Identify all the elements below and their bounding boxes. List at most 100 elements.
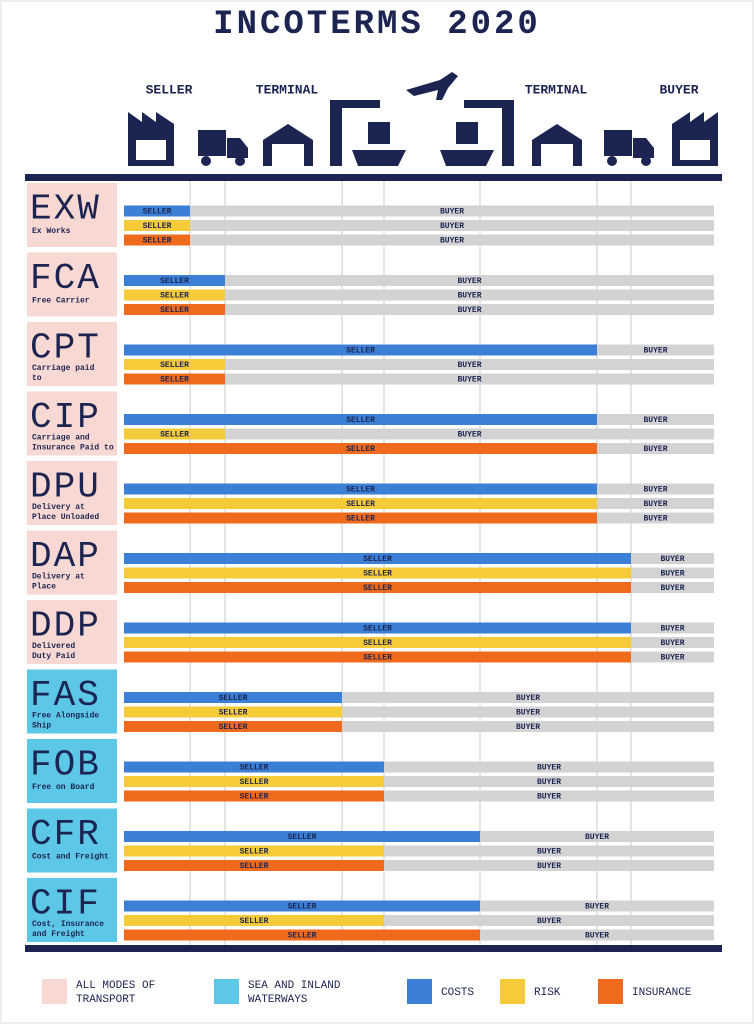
seller-label: SELLER [346, 416, 375, 425]
buyer-bar [124, 776, 714, 787]
buyer-bar [124, 761, 714, 773]
buyer-bar [124, 359, 714, 370]
seller-label: SELLER [160, 376, 189, 385]
legend-label: COSTS [441, 987, 474, 999]
buyer-label: BUYER [643, 416, 667, 425]
buyer-bar [124, 428, 714, 440]
buyer-bar [124, 275, 714, 286]
seller-label: SELLER [288, 833, 317, 842]
seller-label: SELLER [346, 347, 375, 356]
seller-bar [124, 359, 225, 370]
term-box [27, 808, 117, 873]
seller-bar [124, 498, 597, 509]
buyer-label: BUYER [537, 862, 561, 871]
term-name: Duty Paid [32, 652, 75, 661]
seller-label: SELLER [363, 555, 392, 564]
seller-bar [124, 900, 480, 912]
seller-bar [124, 706, 342, 718]
buyer-label: BUYER [643, 347, 667, 356]
legend-label: WATERWAYS [248, 994, 308, 1006]
term-name: Place [32, 583, 56, 592]
buyer-label: BUYER [643, 445, 667, 454]
buyer-label: BUYER [585, 833, 609, 842]
seller-bar [124, 483, 597, 495]
buyer-label: BUYER [585, 903, 609, 912]
seller-label: SELLER [160, 306, 189, 315]
buyer-bar [124, 915, 714, 926]
seller-bar [124, 790, 384, 802]
truck-cargo [198, 130, 226, 156]
term-code: FCA [30, 258, 101, 299]
plane-icon [406, 72, 458, 100]
seller-bar [124, 205, 190, 217]
seller-bar [124, 761, 384, 773]
buyer-bar [124, 790, 714, 802]
term-name: Cost and Freight [32, 853, 109, 862]
seller-bar [124, 929, 480, 941]
seller-label: SELLER [143, 222, 172, 231]
seller-label: SELLER [346, 445, 375, 454]
seller-bar [124, 651, 631, 663]
term-box [27, 669, 117, 734]
seller-bar [124, 860, 384, 871]
legend-swatch [42, 979, 67, 1004]
term-name: Delivered [32, 642, 75, 651]
legend-swatch [407, 979, 432, 1004]
seller-label: SELLER [346, 500, 375, 509]
buyer-label: BUYER [457, 292, 481, 301]
crane-icon [464, 100, 514, 166]
seller-label: SELLER [363, 654, 392, 663]
buyer-label: BUYER [537, 848, 561, 857]
seller-bar [124, 721, 342, 732]
seller-bar [124, 582, 631, 593]
buyer-label: BUYER [457, 306, 481, 315]
wheel [607, 156, 617, 166]
term-name: Carriage and [32, 434, 90, 443]
term-code: FOB [30, 745, 101, 786]
buyer-label: BUYER [643, 515, 667, 524]
seller-bar [124, 443, 597, 454]
header-icons [128, 72, 718, 166]
seller-bar [124, 414, 597, 425]
truck-cab [227, 138, 248, 158]
factory-window [680, 140, 710, 160]
buyer-label: BUYER [440, 208, 464, 217]
buyer-bar [124, 205, 714, 217]
seller-label: SELLER [288, 903, 317, 912]
warehouse-door [541, 144, 573, 166]
truck-cargo [604, 130, 632, 156]
buyer-label: BUYER [537, 793, 561, 802]
seller-label: SELLER [363, 639, 392, 648]
seller-label: SELLER [219, 709, 248, 718]
seller-label: SELLER [160, 431, 189, 440]
term-code: CPT [30, 328, 101, 369]
seller-bar [124, 567, 631, 579]
term-name: Ex Works [32, 227, 71, 236]
seller-label: SELLER [219, 694, 248, 703]
term-code: CIP [30, 397, 101, 438]
term-name: Delivery at [32, 573, 85, 582]
term-code: DDP [30, 606, 101, 647]
seller-bar [124, 553, 631, 564]
term-box [27, 878, 117, 942]
seller-bar [124, 373, 225, 385]
buyer-bar [124, 706, 714, 718]
seller-bar [124, 344, 597, 356]
buyer-bar [124, 845, 714, 857]
buyer-bar [124, 721, 714, 732]
seller-bar [124, 428, 225, 440]
buyer-label: BUYER [457, 361, 481, 370]
ship-icon [440, 150, 494, 166]
buyer-bar [124, 373, 714, 385]
buyer-label: BUYER [516, 709, 540, 718]
buyer-label: BUYER [660, 654, 684, 663]
title: INCOTERMS 2020 [213, 6, 541, 44]
seller-label: SELLER [346, 486, 375, 495]
term-box [27, 739, 117, 803]
truck-cab [633, 138, 654, 158]
seller-bar [124, 845, 384, 857]
buyer-bar [124, 692, 714, 703]
buyer-label: BUYER [457, 277, 481, 286]
